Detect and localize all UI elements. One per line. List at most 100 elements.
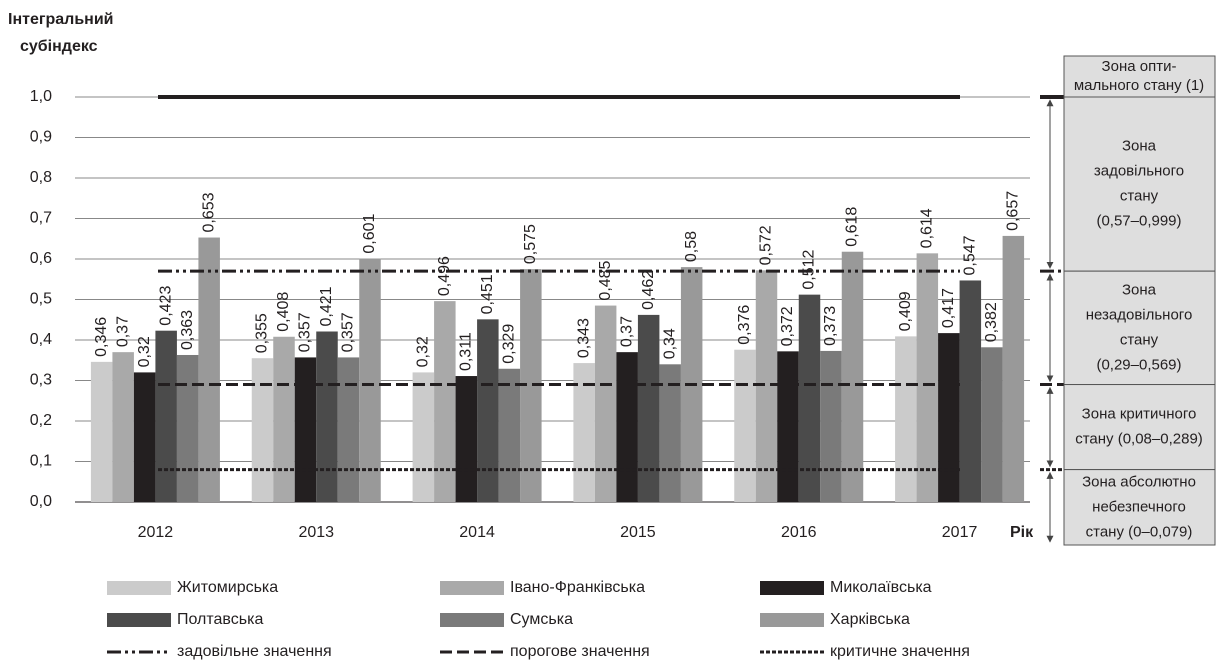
zone-label: незадовільного xyxy=(1086,306,1193,323)
bar xyxy=(359,258,381,502)
value-label: 0,485 xyxy=(597,260,614,300)
bar xyxy=(155,330,177,502)
value-label: 0,575 xyxy=(522,224,539,264)
bar xyxy=(133,372,156,502)
y-tick-label: 0,5 xyxy=(30,291,52,308)
y-tick-label: 0,4 xyxy=(30,331,52,348)
value-label: 0,409 xyxy=(897,291,914,331)
y-axis-label: субіндекс xyxy=(20,38,98,55)
legend-swatch xyxy=(440,581,504,595)
legend-label: порогове значення xyxy=(510,643,650,660)
zone-label: стану (0–0,079) xyxy=(1086,523,1193,540)
legend-label: Житомирська xyxy=(177,579,278,596)
zone-label: стану xyxy=(1120,188,1159,205)
bar xyxy=(916,253,939,502)
value-label: 0,32 xyxy=(415,336,432,367)
zone-label: Зона абсолютно xyxy=(1082,473,1196,490)
y-axis-label: Інтегральний xyxy=(8,11,114,28)
bar xyxy=(798,294,821,502)
value-label: 0,572 xyxy=(758,225,775,265)
zone-label: стану (0,08–0,289) xyxy=(1075,431,1203,448)
zone-label: стану xyxy=(1120,331,1159,348)
bar xyxy=(959,280,982,502)
x-tick-label: 2013 xyxy=(298,524,334,541)
bar xyxy=(412,372,435,502)
y-tick-label: 0,2 xyxy=(30,412,52,429)
bar xyxy=(316,331,338,502)
bar xyxy=(434,301,456,502)
value-label: 0,657 xyxy=(1005,191,1022,231)
value-label: 0,462 xyxy=(640,270,657,310)
bar xyxy=(820,350,842,502)
legend-swatch xyxy=(760,613,824,627)
value-label: 0,417 xyxy=(940,288,957,328)
y-tick-label: 0,6 xyxy=(30,250,52,267)
bar xyxy=(498,368,521,502)
value-label: 0,547 xyxy=(962,235,979,275)
value-label: 0,373 xyxy=(822,306,839,346)
value-label: 0,601 xyxy=(361,213,378,253)
bar xyxy=(520,269,542,502)
zone-box xyxy=(1063,96,1216,272)
legend-swatch xyxy=(760,581,824,595)
value-label: 0,382 xyxy=(983,302,1000,342)
y-tick-label: 0,3 xyxy=(30,372,52,389)
x-tick-label: 2012 xyxy=(138,524,174,541)
zone-label: мального стану (1) xyxy=(1074,77,1204,94)
zone-label: Зона критичного xyxy=(1082,406,1197,423)
x-tick-label: 2017 xyxy=(942,524,978,541)
value-label: 0,363 xyxy=(179,310,196,350)
bar xyxy=(1002,235,1025,503)
bar xyxy=(637,314,660,502)
x-axis-label: Рік xyxy=(1010,524,1034,541)
bar xyxy=(455,376,478,502)
y-tick-label: 0,0 xyxy=(30,493,52,510)
bar xyxy=(981,347,1003,502)
bar xyxy=(895,336,917,502)
bar xyxy=(112,352,134,502)
value-label: 0,357 xyxy=(297,312,314,352)
legend-swatch xyxy=(440,613,504,627)
y-tick-label: 0,9 xyxy=(30,129,52,146)
y-tick-label: 1,0 xyxy=(30,88,52,105)
value-label: 0,421 xyxy=(318,286,335,326)
y-tick-label: 0,8 xyxy=(30,169,52,186)
y-tick-label: 0,1 xyxy=(30,453,52,470)
bar xyxy=(841,251,864,502)
legend-swatch xyxy=(107,581,171,595)
zone-label: задовільного xyxy=(1094,163,1184,180)
value-label: 0,32 xyxy=(136,336,153,367)
value-label: 0,653 xyxy=(200,192,217,232)
bar xyxy=(477,319,499,502)
value-label: 0,614 xyxy=(919,208,936,248)
legend-label: Харківська xyxy=(830,611,910,628)
bar xyxy=(90,361,113,502)
value-label: 0,376 xyxy=(736,305,753,345)
value-label: 0,343 xyxy=(575,318,592,358)
zone-box xyxy=(1063,469,1216,546)
zone-label: небезпечного xyxy=(1092,498,1186,515)
zone-label: Зона xyxy=(1122,281,1157,298)
bar xyxy=(755,270,778,502)
value-label: 0,34 xyxy=(661,328,678,359)
bar xyxy=(938,333,960,502)
bar xyxy=(594,305,617,502)
value-label: 0,58 xyxy=(683,231,700,262)
bar xyxy=(176,354,199,502)
bar xyxy=(337,357,360,502)
y-tick-label: 0,7 xyxy=(30,210,52,227)
zone-panel: Зона опти-мального стану (1) Зона задовіль… xyxy=(1046,55,1216,546)
value-label: 0,37 xyxy=(114,316,131,347)
value-label: 0,346 xyxy=(93,317,110,357)
legend-label: критичне значення xyxy=(830,643,970,660)
value-label: 0,423 xyxy=(157,286,174,326)
zone-label: (0,57–0,999) xyxy=(1096,213,1181,230)
legend-label: Івано-Франківська xyxy=(510,579,645,596)
zone-box xyxy=(1063,270,1216,386)
value-label: 0,329 xyxy=(501,324,518,364)
bar xyxy=(659,364,681,502)
bar xyxy=(734,349,756,502)
bar xyxy=(251,358,274,502)
zone-box xyxy=(1063,55,1216,98)
zone-label: Зона xyxy=(1122,138,1157,155)
